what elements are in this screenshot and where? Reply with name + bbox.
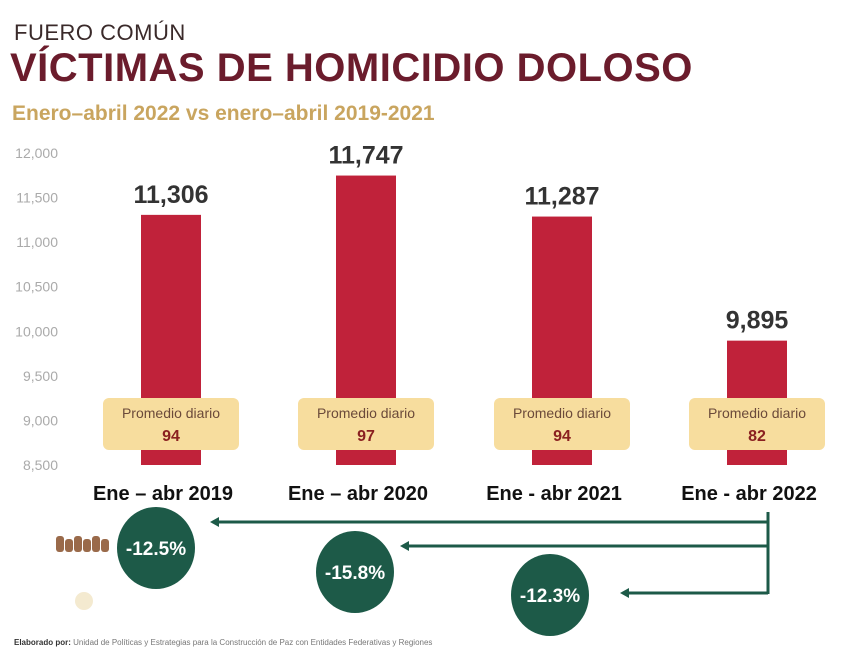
y-tick-label: 10,500 [15, 279, 58, 295]
category-label: Ene - abr 2021 [486, 483, 622, 505]
bar-value-label: 11,306 [133, 181, 208, 209]
category-label: Ene – abr 2019 [93, 483, 233, 505]
percent-change-circle [511, 554, 589, 636]
daily-average-value: 94 [162, 428, 180, 445]
crowd-illustration-icon [101, 539, 109, 552]
footer: Elaborado por: Unidad de Políticas y Est… [14, 638, 432, 647]
daily-average-label: Promedio diario [708, 405, 806, 421]
kicker: FUERO COMÚN [14, 20, 186, 45]
y-tick-label: 10,000 [15, 323, 58, 339]
page-title: VÍCTIMAS DE HOMICIDIO DOLOSO [10, 46, 693, 90]
bar-value-label: 9,895 [726, 307, 789, 335]
y-tick-label: 9,500 [23, 368, 58, 384]
percent-change-circle [117, 507, 195, 589]
y-tick-label: 8,500 [23, 457, 58, 473]
category-label: Ene – abr 2020 [288, 483, 428, 505]
daily-average-label: Promedio diario [513, 405, 611, 421]
daily-average-label: Promedio diario [317, 405, 415, 421]
crowd-illustration-icon [92, 536, 100, 552]
y-tick-label: 12,000 [15, 145, 58, 161]
y-tick-label: 11,500 [16, 190, 58, 206]
crowd-illustration-icon [56, 536, 64, 552]
bar-value-label: 11,747 [328, 142, 403, 170]
crowd-illustration-icon [83, 539, 91, 552]
daily-average-box [103, 398, 239, 450]
subtitle: Enero–abril 2022 vs enero–abril 2019-202… [12, 102, 435, 125]
arrow-head-icon [210, 517, 219, 527]
arrow-head-icon [620, 588, 629, 598]
percent-change-circle [316, 531, 394, 613]
percent-change-label: -12.3% [520, 586, 580, 607]
arrow-head-icon [400, 541, 409, 551]
emblem-icon [75, 592, 93, 610]
crowd-illustration-icon [74, 536, 82, 552]
percent-change-label: -12.5% [126, 539, 186, 560]
percent-change-label: -15.8% [325, 563, 385, 584]
daily-average-box [298, 398, 434, 450]
y-tick-label: 9,000 [23, 412, 58, 428]
daily-average-box [494, 398, 630, 450]
bar-value-label: 11,287 [524, 183, 599, 211]
daily-average-value: 97 [357, 428, 375, 445]
daily-average-box [689, 398, 825, 450]
daily-average-value: 82 [748, 428, 766, 445]
crowd-illustration-icon [65, 539, 73, 552]
footer-text: Unidad de Políticas y Estrategias para l… [73, 638, 433, 647]
daily-average-label: Promedio diario [122, 405, 220, 421]
daily-average-value: 94 [553, 428, 571, 445]
footer-label: Elaborado por: [14, 638, 71, 647]
category-label: Ene - abr 2022 [681, 483, 817, 505]
y-tick-label: 11,000 [16, 234, 58, 250]
